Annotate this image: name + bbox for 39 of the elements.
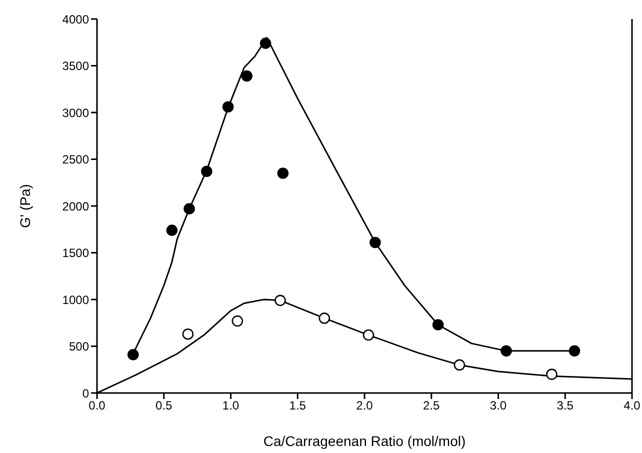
y-tick-label: 1500 — [62, 246, 90, 260]
point — [232, 315, 244, 327]
point — [568, 345, 580, 357]
point — [500, 345, 512, 357]
x-tick-label: 0.5 — [156, 398, 173, 413]
point — [222, 101, 234, 113]
y-tick-label: 2500 — [62, 152, 90, 167]
x-tick-label: 2.0 — [356, 398, 374, 413]
point — [432, 319, 444, 330]
point — [370, 236, 381, 248]
x-tick-label: 4.0 — [624, 398, 641, 413]
point — [277, 168, 289, 179]
x-axis-title: Ca/Carrageenan Ratio (mol/mol) — [263, 433, 466, 449]
x-tick-label: 0.0 — [88, 398, 106, 413]
y-tick-label: 0 — [82, 386, 90, 400]
point — [274, 294, 286, 306]
x-tick-label: 3.5 — [556, 398, 574, 413]
y-tick-label: 3500 — [62, 59, 90, 74]
x-tick-label: 1.0 — [222, 398, 240, 413]
point — [362, 329, 374, 341]
y-tick-label: 1000 — [62, 292, 90, 307]
x-tick-label: 3.0 — [490, 398, 507, 413]
y-tick-label: 2000 — [62, 199, 90, 214]
x-tick-label: 2.5 — [423, 398, 440, 413]
point — [166, 224, 178, 236]
point — [241, 70, 252, 82]
y-tick-label: 500 — [68, 340, 90, 354]
point — [318, 312, 330, 324]
y-axis-title: G' (Pa) — [16, 184, 33, 228]
y-tick-label: 4000 — [62, 12, 90, 26]
point — [546, 368, 558, 380]
point — [184, 203, 195, 214]
point — [260, 38, 272, 49]
point — [127, 349, 139, 360]
point — [182, 328, 194, 340]
x-tick-label: 1.5 — [289, 398, 306, 413]
point — [454, 359, 466, 371]
point — [201, 166, 212, 178]
y-tick-label: 3000 — [62, 106, 90, 120]
